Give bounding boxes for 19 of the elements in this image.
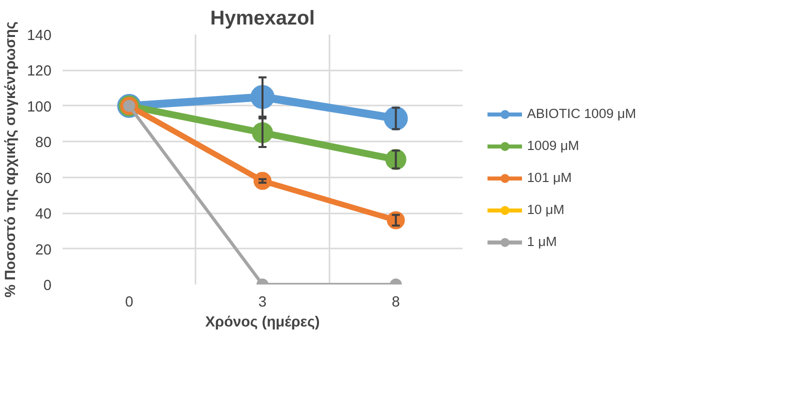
y-tick-label: 140 bbox=[27, 28, 52, 44]
y-tick-label: 120 bbox=[27, 64, 52, 80]
x-tick-label: 3 bbox=[258, 294, 267, 310]
y-tick-label: 0 bbox=[43, 278, 52, 294]
y-tick-label: 20 bbox=[35, 242, 52, 258]
chart-title: Hymexazol bbox=[210, 8, 315, 30]
x-axis-title: Χρόνος (ημέρες) bbox=[205, 314, 320, 330]
x-tick-label: 8 bbox=[392, 294, 400, 310]
legend-label: 10 μM bbox=[527, 202, 564, 217]
y-tick-label: 40 bbox=[35, 206, 52, 223]
y-tick-label: 60 bbox=[35, 170, 52, 187]
legend-label: 101 μM bbox=[527, 170, 572, 185]
legend-label: ABIOTIC 1009 μM bbox=[527, 106, 636, 121]
x-tick-label: 0 bbox=[125, 294, 134, 310]
legend-label: 1009 μM bbox=[527, 138, 580, 153]
y-tick-label: 100 bbox=[27, 99, 52, 116]
y-axis-title: % Ποσοστό της αρχικής συγκέντρωσης bbox=[3, 21, 20, 298]
y-tick-label: 80 bbox=[35, 135, 52, 152]
legend-label: 1 μM bbox=[527, 234, 557, 249]
